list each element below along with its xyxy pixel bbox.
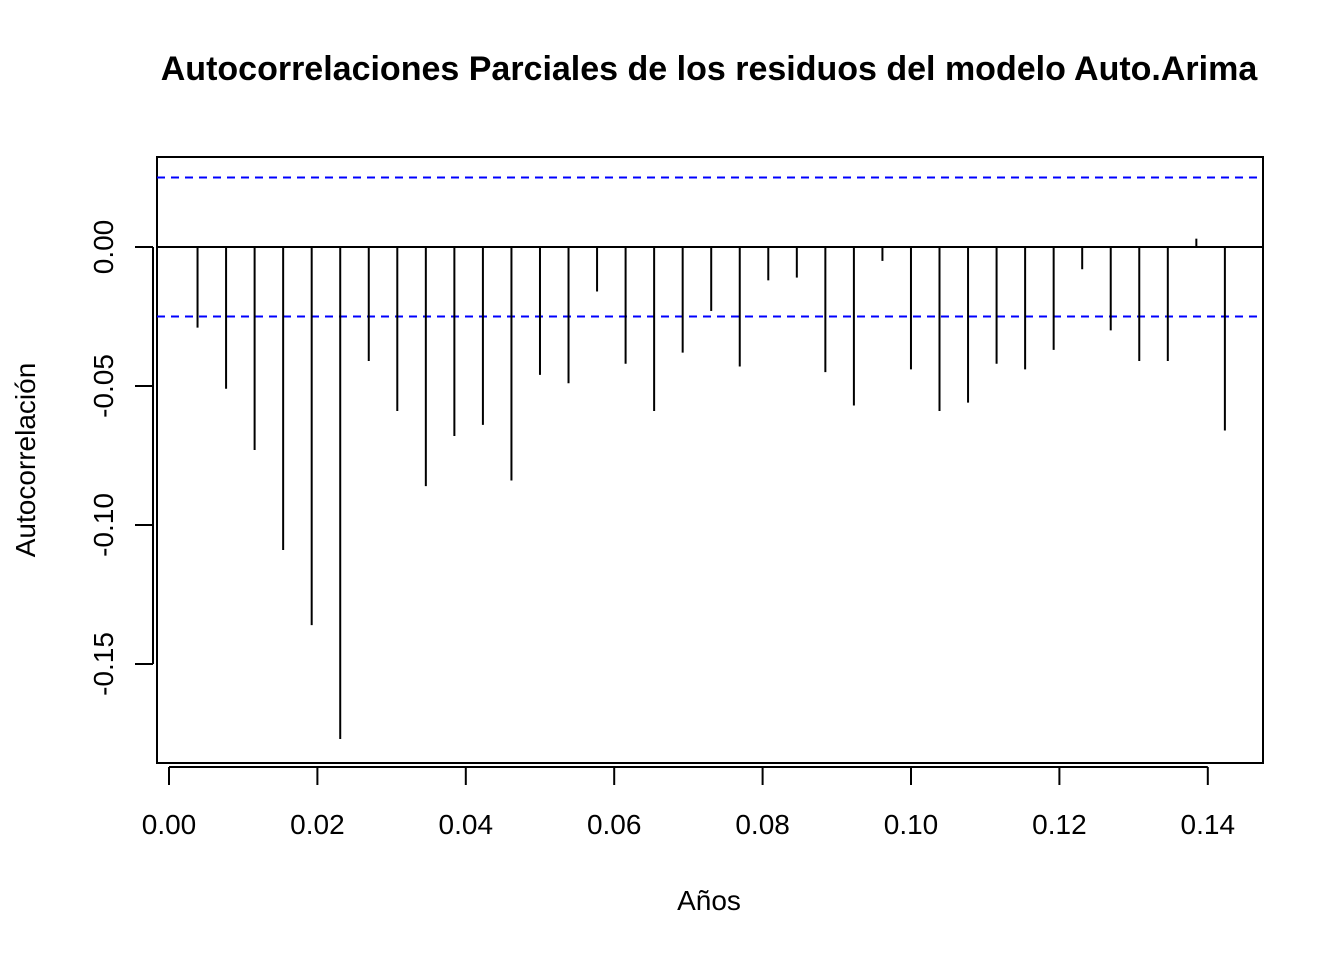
x-tick-label: 0.04 <box>439 809 494 840</box>
x-tick-label: 0.14 <box>1181 809 1236 840</box>
y-tick-label: -0.15 <box>88 632 119 696</box>
x-tick-label: 0.10 <box>884 809 939 840</box>
x-tick-label: 0.02 <box>290 809 345 840</box>
x-tick-label: 0.08 <box>735 809 790 840</box>
x-tick-label: 0.00 <box>142 809 197 840</box>
chart-title: Autocorrelaciones Parciales de los resid… <box>161 50 1259 88</box>
x-axis: 0.00 0.02 0.04 0.06 0.08 0.10 0.12 0.14 <box>142 766 1236 840</box>
x-tick-label: 0.12 <box>1032 809 1087 840</box>
pacf-bars <box>157 238 1263 740</box>
x-axis-label: Años <box>677 885 741 916</box>
x-tick-label: 0.06 <box>587 809 642 840</box>
plot-frame <box>156 156 1264 764</box>
confidence-bounds <box>157 176 1263 318</box>
y-tick-label: -0.10 <box>88 493 119 557</box>
y-tick-label: -0.05 <box>88 354 119 418</box>
y-axis-label: Autocorrelación <box>10 363 41 558</box>
y-axis: -0.15 -0.10 -0.05 0.00 <box>88 220 154 696</box>
y-tick-label: 0.00 <box>88 220 119 275</box>
